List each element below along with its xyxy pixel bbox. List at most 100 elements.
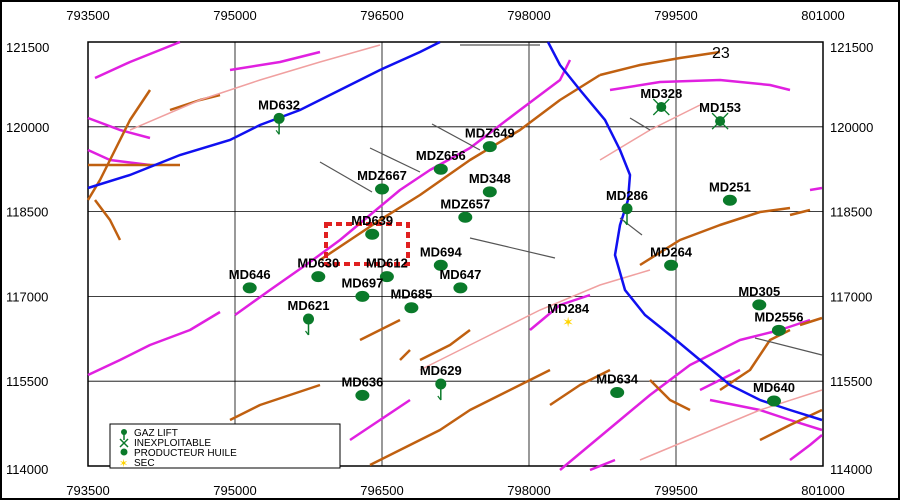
well-md685[interactable]: MD685 — [390, 287, 432, 314]
legend-box — [109, 423, 341, 469]
well-md286[interactable]: MD286 — [606, 188, 648, 226]
x-tick-label-bottom: 799500 — [654, 483, 697, 498]
well-md636[interactable]: MD636 — [341, 374, 383, 401]
well-md630[interactable]: MD630 — [297, 256, 339, 283]
well-md284[interactable]: ✶MD284 — [547, 301, 590, 330]
inexploitable-icon — [119, 438, 129, 448]
well-label: MDZ649 — [465, 126, 515, 141]
y-tick-label-right: 115500 — [830, 374, 872, 389]
fault-line — [789, 208, 811, 217]
well-label: MD697 — [341, 275, 383, 290]
well-md697[interactable]: MD697 — [341, 275, 383, 302]
oil-producer-icon — [722, 194, 737, 206]
oil-producer-icon — [458, 211, 473, 223]
inexploitable-cross-stroke — [652, 98, 670, 116]
y-tick-label-left: 117000 — [6, 289, 48, 304]
legend-label-inexploitable: INEXPLOITABLE — [134, 438, 211, 449]
fault-line — [599, 50, 721, 77]
y-axis-right-labels: 121500 120000 118500 117000 115500 114000 — [830, 40, 873, 477]
wells-layer: MD632 MD328 MD153 MDZ649 MDZ656 MDZ667 MD348 MD… — [229, 86, 803, 407]
well-md348[interactable]: MD348 — [469, 171, 511, 198]
fault-line — [129, 44, 381, 131]
fault-line — [639, 389, 823, 461]
well-md640[interactable]: MD640 — [753, 380, 795, 407]
fault-line — [639, 206, 791, 267]
gas-lift-stem — [275, 129, 280, 135]
dry-well-icon: ✶ — [119, 458, 128, 470]
fault-line — [87, 310, 221, 377]
inexploitable-cross-stroke — [711, 112, 729, 130]
lineament-line — [369, 147, 421, 173]
oil-producer-icon — [664, 259, 679, 271]
lineament-line — [619, 217, 643, 236]
x-tick-label-top: 795000 — [213, 8, 256, 23]
fault-line — [419, 269, 651, 371]
well-md305[interactable]: MD305 — [738, 284, 780, 311]
fault-line — [94, 199, 122, 241]
well-md629[interactable]: MD629 — [420, 363, 462, 401]
lineament-line — [469, 237, 556, 259]
well-md251[interactable]: MD251 — [709, 179, 751, 206]
x-tick-label-bottom: 801000 — [801, 483, 844, 498]
gas-lift-icon — [435, 378, 447, 390]
legend: GAZ LIFT INEXPLOITABLE PRODUCTEUR HUILE … — [109, 423, 341, 470]
well-label: MD636 — [341, 374, 383, 389]
dry-well-icon: ✶ — [562, 314, 574, 330]
well-label: MD639 — [351, 213, 393, 228]
well-md632[interactable]: MD632 — [258, 97, 300, 135]
well-label: MD153 — [699, 100, 741, 115]
well-label: MD284 — [547, 301, 590, 316]
well-mdz656[interactable]: MDZ656 — [416, 148, 466, 175]
oil-producer-icon — [375, 183, 389, 195]
well-mdz657[interactable]: MDZ657 — [440, 196, 490, 223]
well-label: MD640 — [753, 380, 795, 395]
fault-line — [649, 379, 691, 412]
oil-producer-icon — [379, 271, 394, 283]
well-label: MD2556 — [754, 309, 803, 324]
oil-producer-icon — [433, 163, 448, 175]
well-label: MDZ667 — [357, 168, 407, 183]
fault-line — [809, 186, 823, 192]
fault-lines-light — [129, 44, 823, 461]
well-label: MD646 — [229, 267, 271, 282]
well-md647[interactable]: MD647 — [439, 267, 481, 294]
x-tick-label-bottom: 795000 — [213, 483, 256, 498]
well-md694[interactable]: MD694 — [420, 244, 463, 271]
oil-producer-icon — [453, 282, 468, 294]
well-md634[interactable]: MD634 — [596, 372, 639, 399]
well-md2556[interactable]: MD2556 — [754, 309, 803, 336]
well-md328[interactable]: MD328 — [640, 86, 682, 116]
well-label: MD632 — [258, 97, 300, 112]
fault-line — [359, 318, 401, 342]
y-tick-label-left: 121500 — [6, 40, 49, 55]
fault-lines-primary — [87, 40, 823, 472]
x-tick-label-top: 799500 — [654, 8, 697, 23]
x-axis-top-labels: 793500 795000 796500 798000 799500 801000 — [66, 8, 844, 23]
well-mdz667[interactable]: MDZ667 — [357, 168, 407, 195]
x-tick-label-top: 798000 — [507, 8, 550, 23]
y-tick-label-left: 120000 — [6, 120, 49, 135]
oil-producer-icon — [311, 271, 326, 283]
oil-producer-icon — [433, 259, 448, 271]
y-tick-label-left: 114000 — [6, 462, 48, 477]
well-md264[interactable]: MD264 — [650, 244, 693, 271]
well-label: MD634 — [596, 372, 639, 387]
well-mdz649[interactable]: MDZ649 — [465, 126, 515, 153]
lineament-line — [629, 117, 651, 131]
fault-line — [759, 408, 823, 442]
well-label: MD328 — [640, 86, 682, 101]
well-label: MD629 — [420, 363, 462, 378]
well-md639[interactable]: MD639 — [351, 213, 393, 240]
well-md621[interactable]: MD621 — [288, 298, 330, 336]
well-md646[interactable]: MD646 — [229, 267, 271, 294]
well-md612[interactable]: MD612 — [366, 256, 408, 283]
y-tick-label-right: 117000 — [830, 289, 872, 304]
fault-line — [399, 349, 411, 361]
well-label: MD621 — [288, 298, 330, 313]
x-tick-label-top: 796500 — [360, 8, 403, 23]
oil-producer-icon — [404, 302, 419, 314]
fault-line — [589, 458, 616, 472]
oil-producer-icon — [355, 290, 370, 302]
well-md153[interactable]: MD153 — [699, 100, 741, 130]
